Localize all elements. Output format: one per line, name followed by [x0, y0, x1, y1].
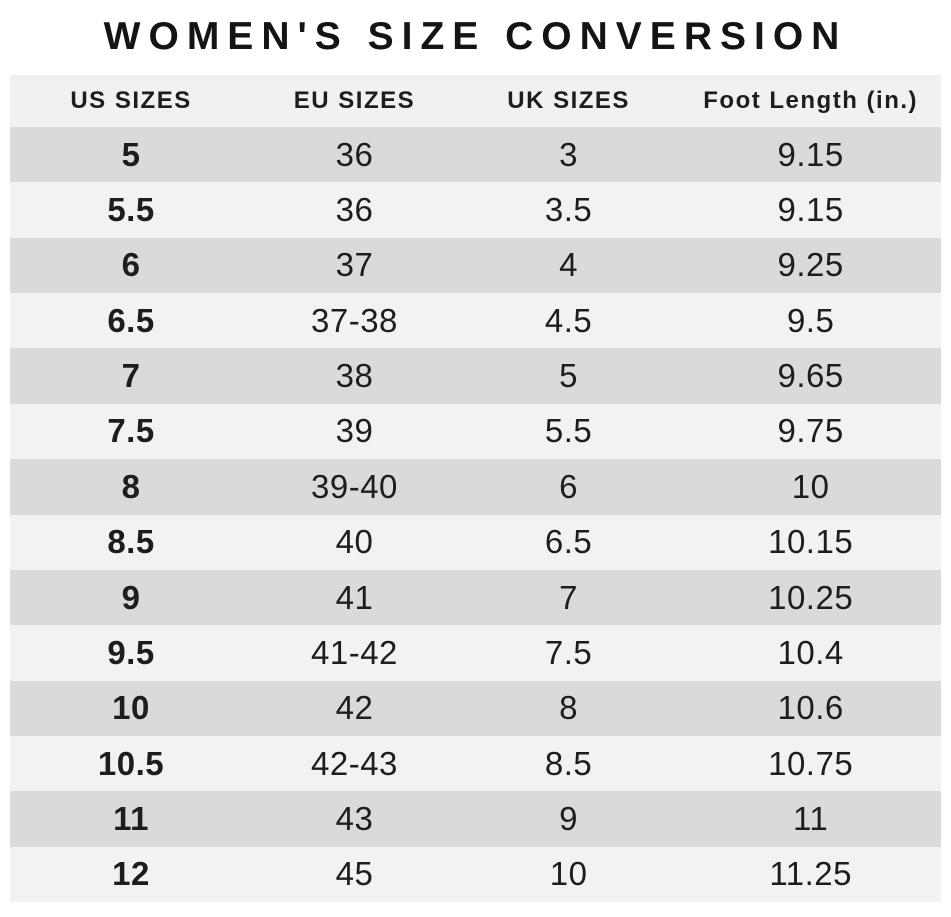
table-cell: 10.6 — [777, 689, 844, 727]
table-cell: 4 — [559, 246, 578, 284]
page-title: WOMEN'S SIZE CONVERSION — [103, 15, 848, 58]
table-row: 9.5 41-42 7.5 10.4 — [10, 625, 941, 681]
table-cell: 40 — [335, 523, 374, 561]
table-header: US SIZES EU SIZES UK SIZES Foot Length (in.… — [10, 75, 941, 127]
table-row: 6 37 4 9.25 — [10, 237, 941, 294]
table-cell: 10.4 — [777, 633, 844, 671]
table-cell: 9.15 — [777, 191, 844, 229]
table-cell: 39 — [335, 412, 374, 450]
table-row: 10.5 42-43 8.5 10.75 — [10, 735, 941, 792]
table-cell: 37-38 — [311, 301, 398, 339]
table-cell: 10.5 — [97, 744, 165, 782]
table-cell: 11 — [113, 799, 149, 837]
table-cell: 8 — [121, 467, 141, 505]
table-row: 5.5 36 3.5 9.15 — [10, 182, 941, 238]
column-header-3: Foot Length (in.) — [680, 75, 941, 127]
table-cell: 9.75 — [777, 412, 844, 450]
table-cell: 8.5 — [107, 523, 155, 561]
table-cell: 39-40 — [311, 467, 398, 505]
table-cell: 38 — [335, 357, 374, 395]
table-cell: 8.5 — [544, 744, 593, 782]
table-cell: 43 — [335, 799, 374, 837]
table-cell: 11 — [793, 799, 829, 837]
size-conversion-table: US SIZES EU SIZES UK SIZES Foot Length (in.… — [10, 75, 941, 903]
table-cell: 7.5 — [544, 633, 593, 671]
table-row: 11 43 9 11 — [10, 791, 941, 847]
table-cell: 10.15 — [768, 523, 854, 561]
table-cell: 5.5 — [544, 412, 593, 450]
table-cell: 9.65 — [777, 357, 844, 395]
table-cell: 42-43 — [311, 744, 398, 782]
table-cell: 41 — [335, 578, 374, 616]
table-cell: 9 — [121, 578, 141, 616]
table-cell: 10 — [791, 467, 830, 505]
table-cell: 4.5 — [544, 301, 593, 339]
table-row: 12 45 10 11.25 — [10, 846, 941, 903]
table-cell: 36 — [335, 135, 374, 173]
table-cell: 10.25 — [768, 578, 854, 616]
table-cell: 5 — [559, 357, 578, 395]
table-cell: 11.25 — [769, 855, 852, 893]
table-row: 5 36 3 9.15 — [10, 127, 941, 183]
table-cell: 9.15 — [777, 135, 844, 173]
column-header-2: UK SIZES — [456, 75, 681, 127]
table-cell: 3 — [559, 135, 578, 173]
table-row: 8.5 40 6.5 10.15 — [10, 514, 941, 570]
table-cell: 42 — [335, 689, 374, 727]
table-cell: 9.5 — [107, 633, 155, 671]
table-cell: 8 — [559, 689, 578, 727]
table-cell: 10 — [112, 689, 150, 727]
table-cell: 41-42 — [311, 633, 398, 671]
table-cell: 3.5 — [544, 191, 593, 229]
table-cell: 10.75 — [768, 744, 854, 782]
table-cell: 7 — [121, 357, 141, 395]
table-row: 8 39-40 6 10 — [10, 459, 941, 515]
table-row: 7 38 5 9.65 — [10, 348, 941, 404]
column-header-0: US SIZES — [10, 75, 253, 127]
table-row: 6.5 37-38 4.5 9.5 — [10, 293, 941, 349]
table-cell: 7 — [559, 578, 578, 616]
table-cell: 6 — [121, 246, 141, 284]
table-cell: 37 — [335, 246, 374, 284]
header-row: US SIZES EU SIZES UK SIZES Foot Length (in.… — [10, 75, 941, 127]
table-cell: 5.5 — [107, 191, 155, 229]
table-body: 5 36 3 9.15 5.5 36 3.5 9.15 6 37 4 9.25 6.5 37-38 4.5 9… — [10, 127, 941, 903]
table-cell: 45 — [335, 855, 374, 893]
table-cell: 9 — [559, 799, 578, 837]
table-cell: 5 — [121, 135, 141, 173]
table-cell: 6.5 — [107, 301, 155, 339]
table-cell: 6 — [559, 467, 578, 505]
table-cell: 9.25 — [777, 246, 844, 284]
table-cell: 10 — [549, 855, 588, 893]
table-row: 10 42 8 10.6 — [10, 680, 941, 736]
table-row: 7.5 39 5.5 9.75 — [10, 403, 941, 460]
table-cell: 6.5 — [544, 523, 593, 561]
column-header-1: EU SIZES — [252, 75, 457, 127]
table-cell: 7.5 — [107, 412, 155, 450]
table-row: 9 41 7 10.25 — [10, 569, 941, 626]
table-cell: 36 — [335, 191, 374, 229]
table-cell: 12 — [112, 855, 150, 893]
table-cell: 9.5 — [786, 301, 835, 339]
